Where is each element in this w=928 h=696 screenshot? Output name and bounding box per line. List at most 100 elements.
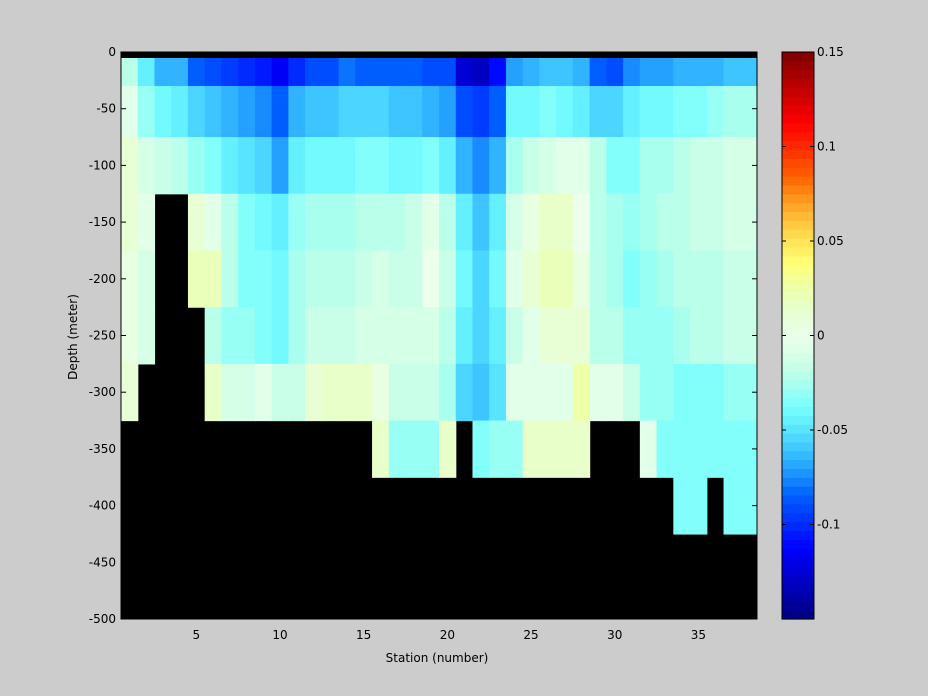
- heatmap-cell: [305, 307, 323, 365]
- heatmap-cell: [204, 363, 223, 422]
- heatmap-cell: [539, 307, 557, 365]
- heatmap-cell: [288, 193, 306, 252]
- heatmap-cell: [271, 250, 289, 308]
- heatmap-cell: [572, 363, 591, 422]
- y-tick-label: -250: [89, 329, 116, 343]
- heatmap-cell: [606, 137, 624, 195]
- heatmap-cell: [455, 137, 474, 195]
- heatmap-cell: [154, 86, 172, 138]
- heatmap-cell: [288, 307, 306, 365]
- heatmap-cell: [572, 250, 591, 308]
- heatmap-cell: [639, 307, 658, 365]
- colorbar-swatch: [782, 530, 814, 540]
- heatmap-cell: [372, 420, 390, 478]
- colorbar-swatch: [782, 556, 814, 567]
- heatmap-cell: [271, 86, 289, 138]
- heatmap-cell: [238, 307, 256, 365]
- heatmap-cell: [455, 193, 474, 252]
- heatmap-cell: [439, 193, 457, 252]
- heatmap-cell: [254, 307, 273, 365]
- colorbar-swatch: [782, 494, 814, 505]
- heatmap-cell: [723, 193, 741, 252]
- y-tick-label: -500: [89, 612, 116, 626]
- heatmap-cell: [137, 193, 156, 252]
- colorbar-swatch: [782, 353, 814, 363]
- heatmap-cell: [740, 250, 758, 308]
- heatmap-cell: [321, 86, 340, 138]
- heatmap-cell: [405, 86, 423, 138]
- heatmap-cell: [321, 307, 340, 365]
- heatmap-cell: [321, 250, 340, 308]
- heatmap-cell: [740, 363, 758, 422]
- heatmap-cell: [639, 52, 658, 87]
- heatmap-cell: [556, 307, 574, 365]
- heatmap-cell: [656, 193, 674, 252]
- heatmap-cell: [171, 86, 189, 138]
- heatmap-cell: [288, 363, 306, 422]
- heatmap-cell: [639, 363, 658, 422]
- heatmap-cell: [405, 137, 423, 195]
- colorbar-swatch: [782, 459, 814, 469]
- heatmap-cell: [589, 86, 607, 138]
- heatmap-cell: [539, 420, 557, 478]
- colorbar-swatch: [782, 592, 814, 602]
- x-tick-label: 35: [691, 628, 706, 642]
- colorbar-swatch: [782, 264, 814, 275]
- colorbar-swatch: [782, 441, 814, 452]
- heatmap-cell: [572, 137, 591, 195]
- heatmap-cell: [690, 52, 708, 87]
- y-tick-label: -450: [89, 555, 116, 569]
- heatmap-cell: [673, 363, 691, 422]
- heatmap-cell: [539, 86, 557, 138]
- colorbar-swatch: [782, 176, 814, 186]
- colorbar-swatch: [782, 300, 814, 310]
- y-tick-label: -200: [89, 272, 116, 286]
- heatmap-cell: [305, 86, 323, 138]
- heatmap-cell: [690, 307, 708, 365]
- heatmap-cell: [372, 363, 390, 422]
- heatmap-cell: [656, 52, 674, 87]
- heatmap-cell: [539, 52, 557, 87]
- heatmap-cell: [238, 52, 256, 87]
- heatmap-cell: [623, 86, 641, 138]
- colorbar-swatch: [782, 96, 814, 106]
- y-tick-label: -300: [89, 385, 116, 399]
- y-tick-label: -100: [89, 158, 116, 172]
- heatmap-cell: [740, 137, 758, 195]
- heatmap-cell: [489, 86, 507, 138]
- colorbar-swatch: [782, 548, 814, 558]
- heatmap-cell: [472, 250, 490, 308]
- heatmap-cell: [221, 193, 239, 252]
- heatmap-cell: [740, 307, 758, 365]
- x-tick-label: 30: [607, 628, 622, 642]
- heatmap-cell: [355, 250, 373, 308]
- heatmap-cell: [372, 250, 390, 308]
- heatmap-cell: [505, 193, 524, 252]
- colorbar: [781, 51, 815, 620]
- heatmap-cell: [706, 52, 725, 87]
- heatmap-cell: [422, 52, 440, 87]
- heatmap-cell: [522, 250, 541, 308]
- colorbar-swatch: [782, 415, 814, 425]
- heatmap-cell: [572, 193, 591, 252]
- heatmap-cell: [439, 307, 457, 365]
- heatmap-cell: [623, 193, 641, 252]
- heatmap-cell: [355, 52, 373, 87]
- x-tick-label: 5: [192, 628, 200, 642]
- heatmap-cell: [505, 52, 524, 87]
- heatmap-cell: [338, 86, 356, 138]
- heatmap-plot: [120, 51, 758, 620]
- y-axis-ticks: 0 -50 -100 -150 -200 -250 -300 -350 -400 -450 -500: [89, 45, 757, 626]
- colorbar-swatch: [782, 362, 814, 372]
- heatmap-cell: [522, 420, 541, 478]
- heatmap-cell: [455, 307, 474, 365]
- colorbar-swatch: [782, 486, 814, 496]
- heatmap-cell: [121, 52, 139, 87]
- heatmap-cell: [238, 193, 256, 252]
- heatmap-cell: [673, 193, 691, 252]
- heatmap-cell: [154, 137, 172, 195]
- heatmap-cell: [439, 420, 457, 478]
- heatmap-cell: [204, 137, 223, 195]
- colorbar-swatch: [782, 574, 814, 585]
- heatmap-cell: [238, 363, 256, 422]
